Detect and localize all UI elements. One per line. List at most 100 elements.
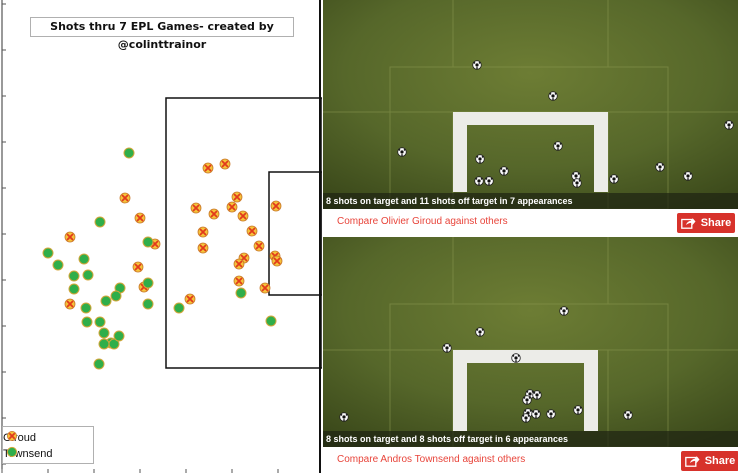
giroud-shot-point	[197, 242, 209, 254]
giroud-shot-point	[233, 258, 245, 270]
townsend-shot-point	[94, 316, 106, 328]
soccer-ball-icon	[559, 306, 569, 316]
townsend-shot-balls	[339, 306, 633, 423]
townsend-shot-point	[68, 270, 80, 282]
soccer-ball-icon	[571, 171, 581, 181]
giroud-shot-point	[271, 255, 283, 267]
share-label: Share	[700, 217, 732, 229]
soccer-ball-icon	[572, 178, 582, 188]
giroud-shot-point	[238, 252, 250, 264]
giroud-shot-point	[119, 192, 131, 204]
giroud-shot-point	[190, 202, 202, 214]
townsend-shot-point	[81, 316, 93, 328]
axis-ticks	[1, 3, 279, 473]
townsend-shot-point	[100, 295, 112, 307]
townsend-shot-point	[173, 302, 185, 314]
giroud-shot-point	[197, 226, 209, 238]
giroud-shot-point	[208, 208, 220, 220]
giroud-shot-point	[226, 201, 238, 213]
soccer-ball-icon	[546, 409, 556, 419]
penalty-box	[165, 97, 322, 369]
giroud-shot-point	[233, 275, 245, 287]
townsend-shot-point	[68, 283, 80, 295]
soccer-ball-icon	[499, 166, 509, 176]
giroud-shot-point	[219, 158, 231, 170]
chart-title: Shots thru 7 EPL Games- created by @coli…	[30, 17, 294, 51]
soccer-ball-icon	[553, 141, 563, 151]
share-button-townsend[interactable]: Share	[681, 451, 738, 471]
soccer-ball-icon	[573, 405, 583, 415]
townsend-shot-point	[42, 247, 54, 259]
goal-frame	[453, 112, 608, 192]
soccer-ball-icon	[484, 176, 494, 186]
townsend-shot-point	[142, 298, 154, 310]
giroud-shot-point	[253, 240, 265, 252]
share-icon	[680, 218, 696, 229]
townsend-shot-caption: 8 shots on target and 8 shots off target…	[323, 431, 738, 447]
giroud-shot-caption: 8 shots on target and 11 shots off targe…	[323, 193, 738, 209]
scatter-plot-area	[1, 0, 322, 473]
six-yard-box	[268, 171, 322, 296]
legend-item-giroud: Giroud	[3, 430, 36, 446]
data-points	[42, 147, 283, 370]
legend-item-townsend: Townsend	[3, 446, 53, 462]
townsend-shot-point	[94, 216, 106, 228]
townsend-shot-point	[52, 259, 64, 271]
townsend-shot-point	[235, 287, 247, 299]
townsend-shot-map-panel: 8 shots on target and 8 shots off target…	[323, 237, 738, 473]
soccer-ball-icon	[475, 327, 485, 337]
townsend-shot-point	[142, 277, 154, 289]
giroud-shot-point	[134, 212, 146, 224]
giroud-shot-point	[202, 162, 214, 174]
soccer-ball-icon	[724, 120, 734, 130]
giroud-shot-point	[246, 225, 258, 237]
giroud-shot-point	[184, 293, 196, 305]
giroud-shot-balls	[397, 60, 734, 188]
giroud-shot-point	[259, 282, 271, 294]
soccer-ball-icon	[532, 390, 542, 400]
soccer-ball-icon	[511, 353, 521, 363]
soccer-ball-icon	[609, 174, 619, 184]
soccer-ball-icon	[339, 412, 349, 422]
share-icon	[684, 456, 700, 467]
soccer-ball-icon	[475, 154, 485, 164]
giroud-compare-bar: Compare Olivier Giroud against others Sh…	[323, 209, 738, 236]
townsend-pitch	[323, 237, 738, 447]
shot-scatter-chart: Shots thru 7 EPL Games- created by @coli…	[0, 0, 322, 473]
compare-townsend-link[interactable]: Compare Andros Townsend against others	[337, 454, 526, 465]
townsend-shot-point	[113, 330, 125, 342]
soccer-ball-icon	[397, 147, 407, 157]
soccer-ball-icon	[683, 171, 693, 181]
goal-frame	[453, 350, 598, 431]
soccer-ball-icon	[472, 60, 482, 70]
giroud-shot-point	[231, 191, 243, 203]
giroud-shot-point	[132, 261, 144, 273]
giroud-shot-point	[64, 298, 76, 310]
giroud-marker-icon	[7, 431, 17, 441]
townsend-shot-point	[265, 315, 277, 327]
soccer-ball-icon	[623, 410, 633, 420]
townsend-compare-bar: Compare Andros Townsend against others S…	[323, 447, 738, 473]
giroud-pitch	[323, 0, 738, 209]
giroud-shot-point	[64, 231, 76, 243]
townsend-shot-point	[93, 358, 105, 370]
soccer-ball-icon	[531, 409, 541, 419]
soccer-ball-icon	[521, 413, 531, 423]
giroud-shot-point	[237, 210, 249, 222]
soccer-ball-icon	[655, 162, 665, 172]
townsend-marker-icon	[6, 446, 18, 458]
giroud-shot-point	[270, 200, 282, 212]
townsend-shot-point	[98, 327, 110, 339]
townsend-shot-point	[78, 253, 90, 265]
townsend-shot-point	[80, 302, 92, 314]
townsend-shot-point	[142, 236, 154, 248]
townsend-shot-point	[98, 338, 110, 350]
soccer-ball-icon	[474, 176, 484, 186]
compare-giroud-link[interactable]: Compare Olivier Giroud against others	[337, 216, 508, 227]
townsend-shot-point	[123, 147, 135, 159]
share-label: Share	[704, 455, 736, 467]
townsend-shot-point	[110, 290, 122, 302]
soccer-ball-icon	[522, 395, 532, 405]
townsend-shot-point	[82, 269, 94, 281]
share-button-giroud[interactable]: Share	[677, 213, 735, 233]
